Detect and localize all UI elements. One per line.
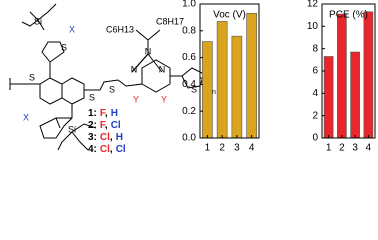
chain-label: C8H17	[156, 16, 184, 26]
atom-label: Y	[161, 94, 167, 104]
compound-entry: 1: F, H	[88, 108, 118, 119]
atom-label: S	[61, 42, 67, 52]
compound-x: H	[111, 108, 118, 119]
bar	[202, 41, 213, 139]
compound-y: Cl	[100, 132, 110, 143]
benzothiadiazole-ring	[131, 53, 163, 73]
compound-number: 3:	[88, 132, 97, 143]
atom-label: S	[29, 72, 35, 82]
x-tick-label: 1	[326, 143, 332, 154]
chart-title: Voc (V)	[213, 10, 246, 21]
compound-sep: ,	[105, 108, 108, 119]
y-tick-label: 8	[312, 43, 318, 54]
atom-label: X	[69, 24, 75, 34]
x-tick-label: 4	[249, 143, 255, 154]
repeat-label: n	[212, 89, 216, 96]
x-tick-label: 1	[205, 143, 211, 154]
atom-label: Y	[133, 94, 139, 104]
atom-label: S	[109, 84, 115, 94]
bar	[216, 21, 228, 139]
compound-number: 2:	[88, 120, 97, 131]
compound-number: 4:	[88, 144, 97, 155]
y-tick-label: 0.2	[182, 106, 196, 117]
plot-frame	[199, 3, 260, 139]
chart-title: PCE (%)	[329, 10, 368, 21]
atom-label: N	[145, 46, 152, 56]
compound-entry: 4: Cl, Cl	[88, 144, 126, 155]
x-tick-label: 3	[352, 143, 358, 154]
bar	[231, 35, 243, 139]
y-tick-label: 0.0	[182, 133, 196, 144]
y-tick-label: 0.6	[182, 52, 196, 63]
y-tick-label: 0.8	[182, 25, 196, 36]
x-tick-label: 2	[339, 143, 345, 154]
y-tick-label: 4	[312, 88, 318, 99]
y-tick-label: 2	[312, 110, 318, 121]
figure: Si X Si X S S S S S N N N Y Y C8H17 C6H1…	[9, 0, 376, 155]
compound-sep: ,	[110, 144, 113, 155]
atom-label: S	[191, 84, 197, 94]
compound-sep: ,	[110, 132, 113, 143]
atom-label: X	[23, 112, 29, 122]
page: Si X Si X S S S S S N N N Y Y C8H17 C6H1…	[9, 0, 376, 155]
atom-label: Si	[34, 16, 42, 26]
bar	[246, 13, 257, 139]
atom-label: N	[159, 64, 166, 74]
compound-x: Cl	[116, 144, 126, 155]
y-tick-label: 1.0	[182, 0, 196, 10]
y-tick-label: 0	[312, 133, 318, 144]
x-tick-label: 3	[234, 143, 240, 154]
compound-x: H	[116, 132, 123, 143]
bar	[363, 11, 374, 139]
y-tick-label: 0.4	[182, 79, 196, 90]
atom-label: N	[131, 64, 138, 74]
compound-entry: 2: F, Cl	[88, 120, 121, 131]
y-tick-label: 10	[307, 21, 319, 32]
plot-frame	[321, 3, 376, 139]
compound-entry: 3: Cl, H	[88, 132, 123, 143]
compound-legend: 1: F, H2: F, Cl3: Cl, H4: Cl, Cl	[88, 108, 126, 155]
bar	[350, 51, 360, 139]
atom-label: S	[89, 92, 95, 102]
bar	[337, 13, 347, 139]
chain-label: C6H13	[106, 24, 134, 34]
compound-y: F	[100, 120, 106, 131]
compound-x: Cl	[111, 120, 121, 131]
y-tick-label: 6	[312, 66, 318, 77]
bar	[323, 56, 334, 139]
compound-y: Cl	[100, 144, 110, 155]
molecule: Si X Si X S S S S S N N N Y Y C8H17 C6H1…	[9, 3, 216, 155]
compound-y: F	[100, 108, 106, 119]
atom-label: Si	[68, 124, 76, 134]
compound-sep: ,	[105, 120, 108, 131]
x-tick-label: 4	[366, 143, 372, 154]
y-tick-label: 12	[307, 0, 319, 10]
compound-number: 1:	[88, 108, 97, 119]
x-tick-label: 2	[219, 143, 225, 154]
